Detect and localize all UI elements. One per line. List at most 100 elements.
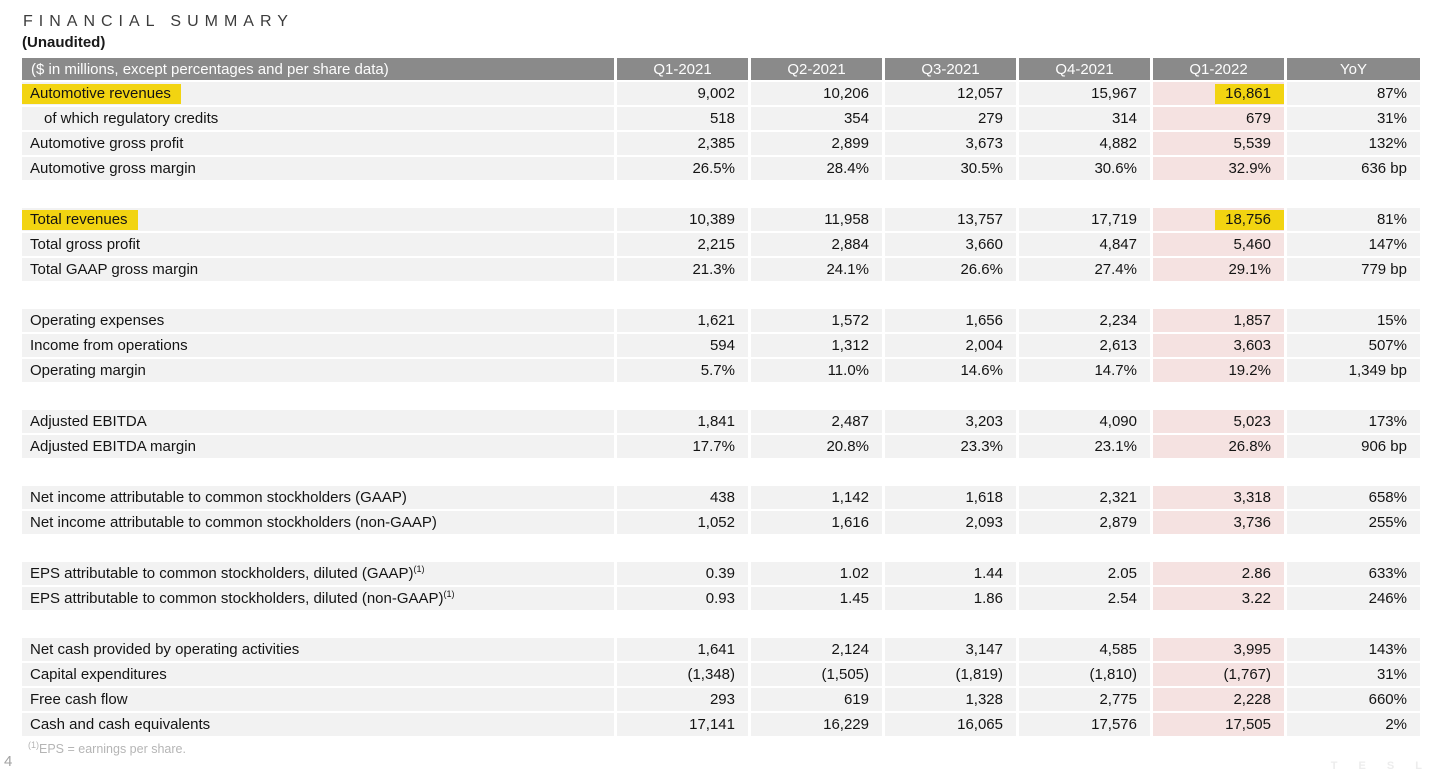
table-row: Net income attributable to common stockh… [22,511,1420,536]
header-cell-period: YoY [1287,58,1420,82]
table-row: Automotive revenues 9,002 10,206 12,057 15,9… [22,82,1420,107]
cell-value: 3,603 [1153,334,1287,359]
cell-value: 2,487 [751,410,885,435]
header-cell-caption: ($ in millions, except percentages and p… [22,58,617,82]
cell-value: 17.7% [617,435,751,460]
cell-value: 660% [1287,688,1420,713]
yellow-highlight: 18,756 [1215,209,1284,230]
table-header-row: ($ in millions, except percentages and p… [22,58,1420,82]
cell-value: 30.6% [1019,157,1153,182]
cell-value: 619 [751,688,885,713]
spacer-cell [22,283,1420,309]
footnote-marker: (1) [443,589,455,599]
cell-value: 31% [1287,107,1420,132]
cell-value: 4,882 [1019,132,1153,157]
cell-value: 1,349 bp [1287,359,1420,384]
spacer-row [22,283,1420,309]
cell-value: 1,618 [885,486,1019,511]
table-row: of which regulatory credits 518 354 279 314 6… [22,107,1420,132]
table-header: ($ in millions, except percentages and p… [22,58,1420,82]
cell-value: 26.5% [617,157,751,182]
cell-value: 18,756 [1153,208,1287,233]
header-cell-period: Q4-2021 [1019,58,1153,82]
cell-value: 15% [1287,309,1420,334]
cell-value: 1.45 [751,587,885,612]
footnote: (1)EPS = earnings per share. [28,739,186,756]
row-label: Capital expenditures [22,663,617,688]
row-label: Net income attributable to common stockh… [22,486,617,511]
page-number: 4 [4,753,13,770]
table-row: Total GAAP gross margin 21.3% 24.1% 26.6% 27… [22,258,1420,283]
spacer-row [22,460,1420,486]
table-row: Total revenues 10,389 11,958 13,757 17,719 18… [22,208,1420,233]
cell-value: 12,057 [885,82,1019,107]
footnote-text: EPS = earnings per share. [39,742,186,756]
cell-value: 2,879 [1019,511,1153,536]
cell-value: 31% [1287,663,1420,688]
table-row: Operating margin 5.7% 11.0% 14.6% 14.7% 19.2%… [22,359,1420,384]
cell-value: 14.6% [885,359,1019,384]
cell-value: 1,052 [617,511,751,536]
table-row: EPS attributable to common stockholders,… [22,587,1420,612]
footnote-superscript: (1) [28,739,39,750]
cell-value: 279 [885,107,1019,132]
cell-value: 28.4% [751,157,885,182]
cell-value: 438 [617,486,751,511]
table-row: Capital expenditures (1,348) (1,505) (1,819… [22,663,1420,688]
cell-value: 3,660 [885,233,1019,258]
cell-value: 13,757 [885,208,1019,233]
spacer-cell [22,536,1420,562]
cell-value: 4,090 [1019,410,1153,435]
table-row: Automotive gross margin 26.5% 28.4% 30.5% 30… [22,157,1420,182]
cell-value: 507% [1287,334,1420,359]
row-label: Automotive gross margin [22,157,617,182]
cell-value: 16,229 [751,713,885,738]
cell-value: 2,884 [751,233,885,258]
cell-value: 15,967 [1019,82,1153,107]
page-subtitle: (Unaudited) [22,34,106,51]
cell-value: 1,616 [751,511,885,536]
cell-value: 4,847 [1019,233,1153,258]
cell-value: 658% [1287,486,1420,511]
cell-value: 1,641 [617,638,751,663]
cell-value: 2.05 [1019,562,1153,587]
cell-value: 1.86 [885,587,1019,612]
cell-value: 5.7% [617,359,751,384]
row-label: Adjusted EBITDA [22,410,617,435]
cell-value: (1,767) [1153,663,1287,688]
row-label: Adjusted EBITDA margin [22,435,617,460]
cell-value: 1,312 [751,334,885,359]
cell-value: 633% [1287,562,1420,587]
cell-value: 16,065 [885,713,1019,738]
cell-value: 16,861 [1153,82,1287,107]
cell-value: 11.0% [751,359,885,384]
cell-value: 2,613 [1019,334,1153,359]
cell-value: 173% [1287,410,1420,435]
row-label: Automotive revenues [22,82,617,107]
cell-value: 23.3% [885,435,1019,460]
cell-value: 19.2% [1153,359,1287,384]
cell-value: 30.5% [885,157,1019,182]
cell-value: 10,206 [751,82,885,107]
cell-value: 779 bp [1287,258,1420,283]
cell-value: 17,719 [1019,208,1153,233]
cell-value: 1,857 [1153,309,1287,334]
row-label: Free cash flow [22,688,617,713]
cell-value: 2,234 [1019,309,1153,334]
cell-value: 147% [1287,233,1420,258]
cell-value: 3.22 [1153,587,1287,612]
cell-value: 2,775 [1019,688,1153,713]
cell-value: 1,841 [617,410,751,435]
row-label: Operating margin [22,359,617,384]
header-cell-period: Q2-2021 [751,58,885,82]
cell-value: 2,215 [617,233,751,258]
cell-value: 2,385 [617,132,751,157]
cell-value: 5,460 [1153,233,1287,258]
spacer-cell [22,460,1420,486]
cell-value: 2,899 [751,132,885,157]
cell-value: 21.3% [617,258,751,283]
footnote-marker: (1) [413,564,425,574]
cell-value: 143% [1287,638,1420,663]
cell-value: (1,810) [1019,663,1153,688]
cell-value: 293 [617,688,751,713]
